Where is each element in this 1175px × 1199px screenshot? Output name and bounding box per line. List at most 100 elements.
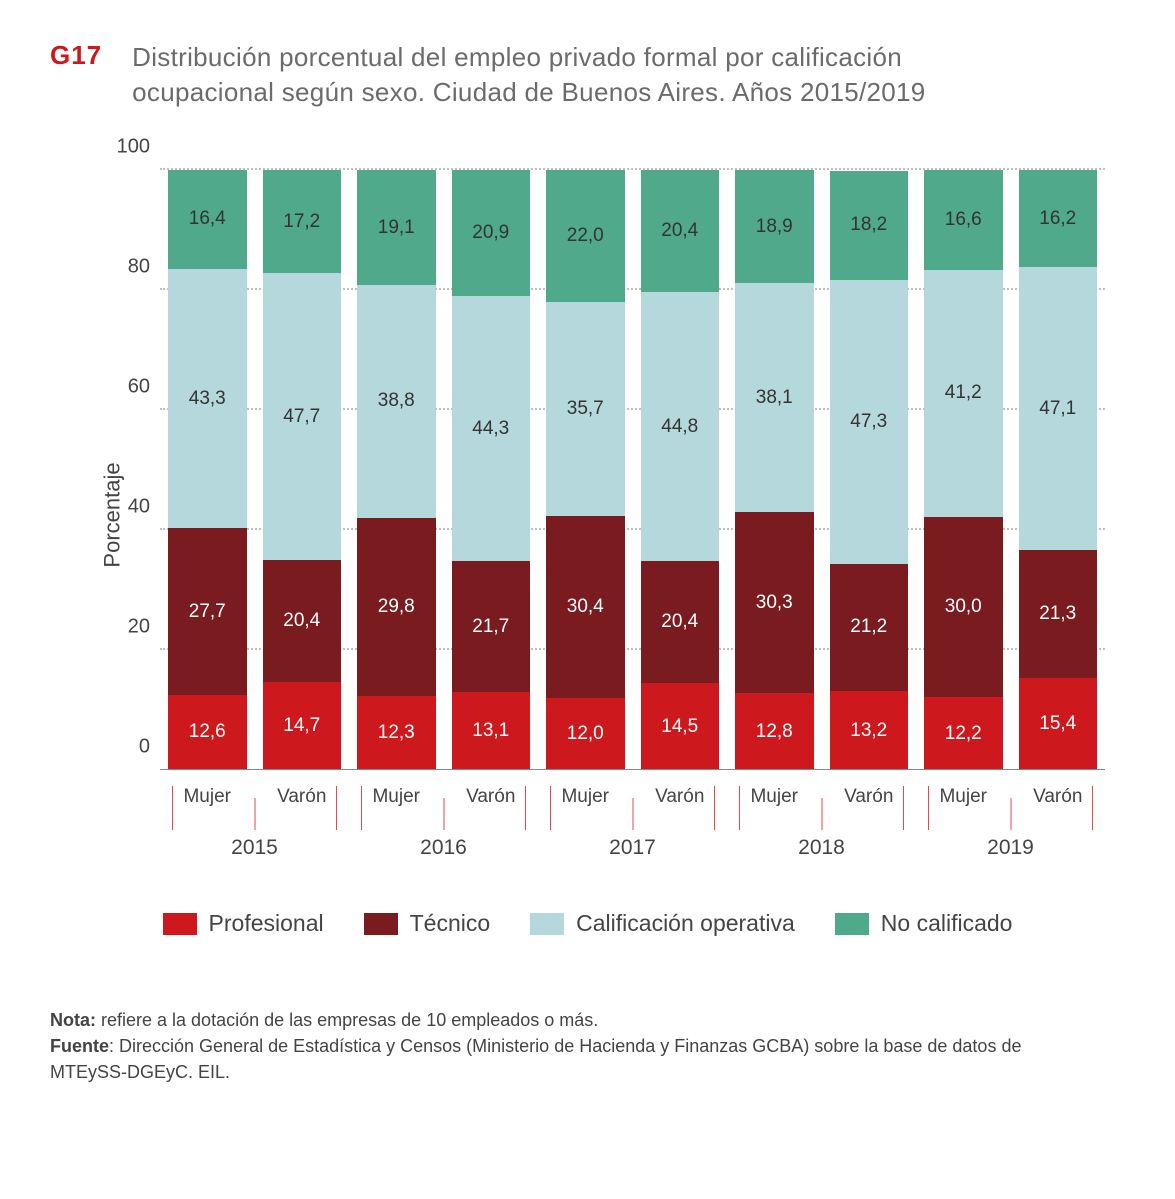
chart-title: Distribución porcentual del empleo priva… [132, 40, 1032, 110]
legend-item-operativa: Calificación operativa [530, 910, 795, 937]
bar-segment-operativa: 41,2 [924, 270, 1003, 517]
legend: Profesional Técnico Calificación operativa… [50, 910, 1125, 937]
x-tick-gender: Mujer [735, 776, 814, 808]
bar-segment-nocalif: 16,6 [924, 170, 1003, 270]
bar-segment-operativa: 47,7 [263, 273, 342, 559]
stacked-bar: 14,520,444,820,4 [641, 170, 720, 770]
x-tick-year: 2019 [924, 816, 1097, 860]
bar-segment-tecnico: 30,4 [546, 516, 625, 698]
bar-segment-operativa: 38,1 [735, 283, 814, 511]
stacked-bar: 12,329,838,819,1 [357, 170, 436, 770]
fuente-label: Fuente [50, 1036, 109, 1056]
legend-label: Profesional [209, 910, 324, 937]
bar-segment-profesional: 13,1 [452, 692, 531, 771]
bar-segment-profesional: 12,8 [735, 693, 814, 770]
year-label: 2015 [231, 836, 278, 860]
legend-label: Calificación operativa [576, 910, 795, 937]
bar-segment-nocalif: 19,1 [357, 170, 436, 285]
nota-label: Nota: [50, 1010, 96, 1030]
bar-segment-tecnico: 20,4 [263, 560, 342, 682]
legend-swatch [835, 913, 869, 935]
chart-header: G17 Distribución porcentual del empleo p… [50, 40, 1125, 110]
bars-container: 12,627,743,316,414,720,447,717,212,329,8… [160, 170, 1105, 770]
legend-item-nocalif: No calificado [835, 910, 1013, 937]
x-tick-gender: Varón [452, 776, 531, 808]
x-tick-year: 2017 [546, 816, 719, 860]
bar-segment-tecnico: 30,3 [735, 512, 814, 694]
bar-segment-nocalif: 20,4 [641, 170, 720, 292]
chart-code: G17 [50, 40, 102, 110]
stacked-bar: 12,030,435,722,0 [546, 170, 625, 770]
bar-segment-nocalif: 16,4 [168, 170, 247, 268]
chart-footer: Nota: refiere a la dotación de las empre… [50, 1007, 1070, 1085]
x-tick-gender: Varón [830, 776, 909, 808]
bar-segment-operativa: 44,3 [452, 296, 531, 562]
x-tick-year: 2015 [168, 816, 341, 860]
y-tick-label: 20 [110, 616, 150, 639]
bar-segment-profesional: 13,2 [830, 691, 909, 770]
bar-segment-profesional: 12,2 [924, 697, 1003, 770]
x-axis-baseline [160, 769, 1105, 770]
bar-segment-tecnico: 21,3 [1019, 550, 1098, 678]
bar-segment-tecnico: 21,2 [830, 564, 909, 691]
bar-segment-nocalif: 18,9 [735, 170, 814, 283]
bar-segment-operativa: 47,1 [1019, 267, 1098, 550]
bar-segment-operativa: 47,3 [830, 280, 909, 564]
bar-segment-tecnico: 21,7 [452, 561, 531, 691]
y-tick-label: 0 [110, 736, 150, 759]
bar-segment-nocalif: 17,2 [263, 170, 342, 273]
stacked-bar: 12,230,041,216,6 [924, 170, 1003, 770]
legend-label: No calificado [881, 910, 1013, 937]
bar-segment-profesional: 15,4 [1019, 678, 1098, 770]
year-label: 2018 [798, 836, 845, 860]
legend-item-profesional: Profesional [163, 910, 324, 937]
bar-segment-tecnico: 20,4 [641, 561, 720, 683]
y-tick-label: 80 [110, 256, 150, 279]
footnote-fuente: Fuente: Dirección General de Estadística… [50, 1033, 1070, 1085]
chart-area: Porcentaje 020406080100 12,627,743,316,4… [50, 170, 1125, 860]
stacked-bar: 12,627,743,316,4 [168, 170, 247, 770]
nota-text: refiere a la dotación de las empresas de… [96, 1010, 598, 1030]
x-tick-year: 2018 [735, 816, 908, 860]
bar-segment-operativa: 35,7 [546, 302, 625, 516]
bar-segment-nocalif: 18,2 [830, 171, 909, 280]
legend-swatch [163, 913, 197, 935]
bar-segment-profesional: 12,3 [357, 696, 436, 770]
bar-segment-profesional: 14,7 [263, 682, 342, 770]
year-label: 2019 [987, 836, 1034, 860]
bar-segment-nocalif: 22,0 [546, 170, 625, 302]
legend-swatch [364, 913, 398, 935]
x-tick-gender: Mujer [924, 776, 1003, 808]
legend-item-tecnico: Técnico [364, 910, 491, 937]
y-tick-label: 60 [110, 376, 150, 399]
stacked-bar: 14,720,447,717,2 [263, 170, 342, 770]
legend-label: Técnico [410, 910, 491, 937]
bar-segment-operativa: 43,3 [168, 269, 247, 529]
bar-segment-operativa: 44,8 [641, 292, 720, 561]
x-axis-year-labels: 2015 2016 2017 2018 2019 [160, 816, 1105, 860]
stacked-bar: 13,121,744,320,9 [452, 170, 531, 770]
x-tick-gender: Varón [1019, 776, 1098, 808]
bar-segment-nocalif: 20,9 [452, 170, 531, 295]
y-tick-label: 100 [110, 136, 150, 159]
x-tick-gender: Varón [263, 776, 342, 808]
y-tick-label: 40 [110, 496, 150, 519]
bar-segment-profesional: 14,5 [641, 683, 720, 770]
x-tick-gender: Mujer [168, 776, 247, 808]
x-axis-gender-labels: Mujer Varón Mujer Varón Mujer Varón Mujer Varón… [160, 776, 1105, 808]
bar-segment-profesional: 12,6 [168, 695, 247, 771]
x-tick-gender: Varón [641, 776, 720, 808]
plot-area: 020406080100 12,627,743,316,414,720,447,… [160, 170, 1105, 770]
stacked-bar: 12,830,338,118,9 [735, 170, 814, 770]
year-label: 2017 [609, 836, 656, 860]
legend-swatch [530, 913, 564, 935]
x-tick-gender: Mujer [357, 776, 436, 808]
x-tick-gender: Mujer [546, 776, 625, 808]
bar-segment-profesional: 12,0 [546, 698, 625, 770]
year-label: 2016 [420, 836, 467, 860]
bar-segment-tecnico: 27,7 [168, 528, 247, 694]
fuente-text: : Dirección General de Estadística y Cen… [50, 1036, 1021, 1082]
bar-segment-nocalif: 16,2 [1019, 170, 1098, 267]
bar-segment-tecnico: 29,8 [357, 518, 436, 697]
stacked-bar: 13,221,247,318,2 [830, 170, 909, 770]
